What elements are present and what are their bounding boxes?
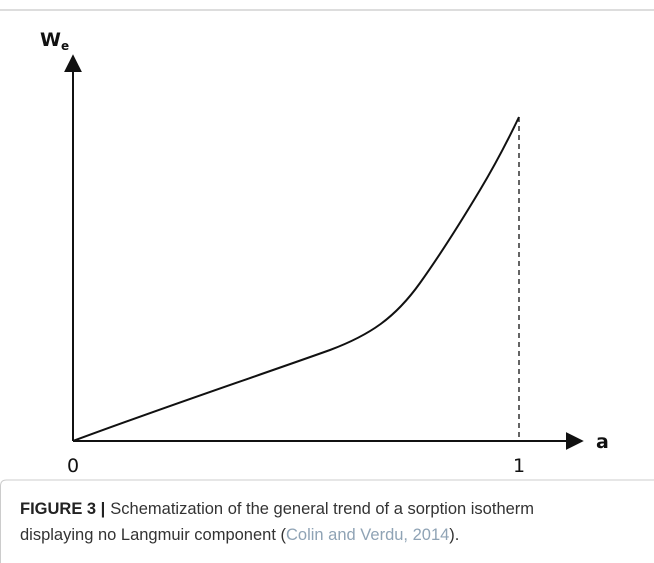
caption-label: FIGURE 3 | <box>20 500 105 518</box>
x-axis-label: a <box>596 431 609 453</box>
caption-line: FIGURE 3 | Schematization of the general … <box>20 500 534 518</box>
y-label-sub: e <box>61 39 69 53</box>
caption-text: ). <box>449 526 459 544</box>
caption-box <box>0 479 654 563</box>
y-axis-label: We <box>40 29 69 53</box>
citation-link[interactable]: Colin and Verdu, 2014 <box>286 526 449 544</box>
isotherm-curve <box>72 116 520 442</box>
caption-line: displaying no Langmuir component (Colin … <box>20 526 459 544</box>
y-label-main: W <box>40 29 61 51</box>
x-tick-label: 0 <box>67 455 79 477</box>
x-tick-label: 1 <box>513 455 525 477</box>
caption-text: Schematization of the general trend of a… <box>110 500 534 518</box>
diagram: We a 0 1 <box>40 29 609 477</box>
caption-text: displaying no Langmuir component ( <box>20 526 286 544</box>
